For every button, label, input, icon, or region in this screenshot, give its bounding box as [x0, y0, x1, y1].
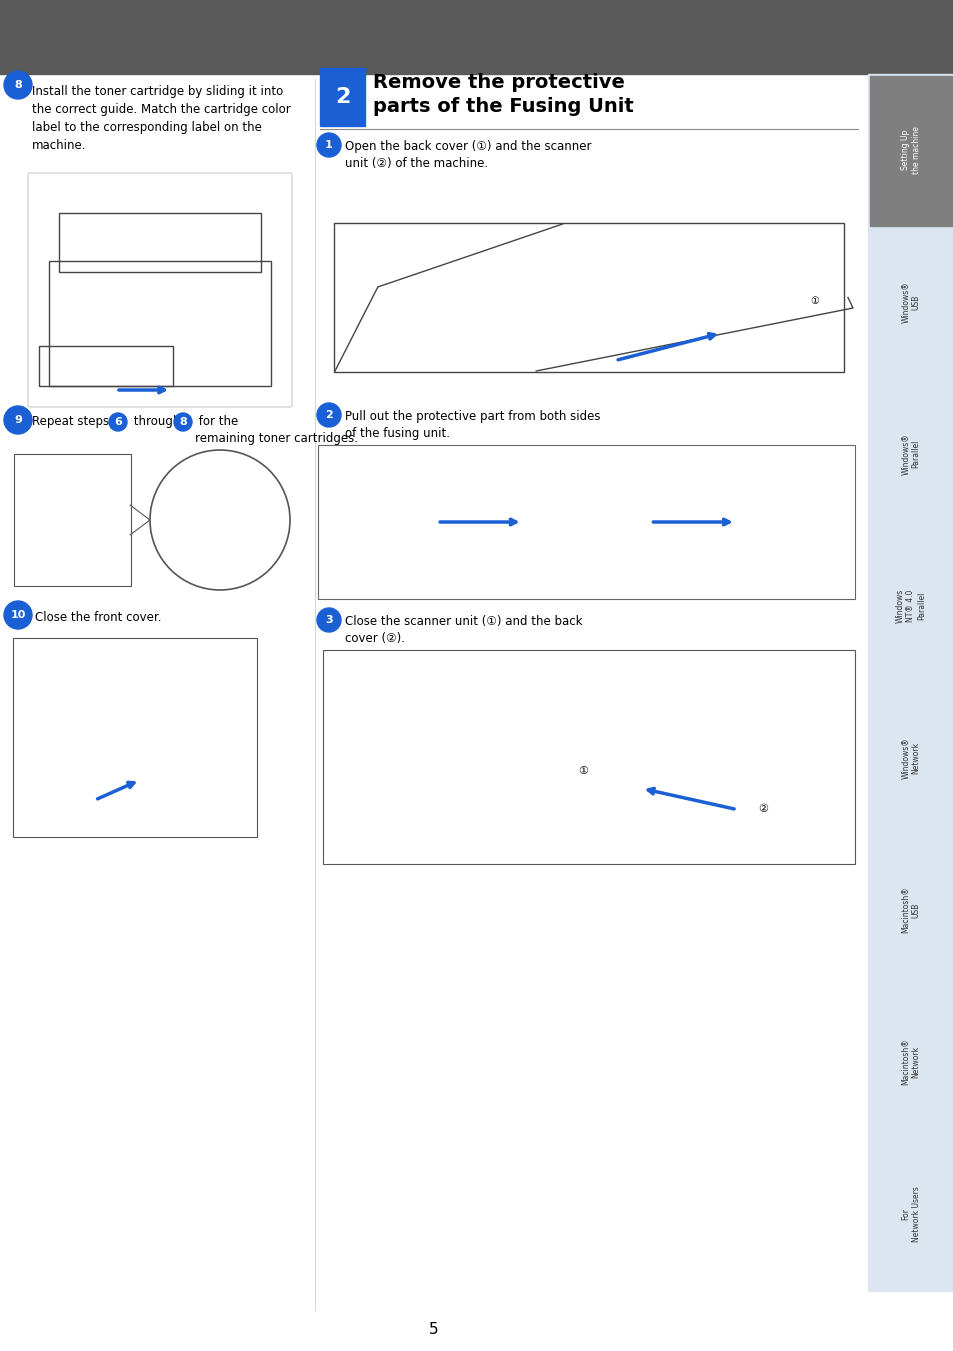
Circle shape	[173, 413, 192, 431]
Text: Close the scanner unit (①) and the back
cover (②).: Close the scanner unit (①) and the back …	[345, 615, 582, 644]
Bar	[319, 68, 365, 126]
Text: Pull out the protective part from both sides
of the fusing unit.: Pull out the protective part from both s…	[345, 409, 599, 440]
Text: Macintosh®
Network: Macintosh® Network	[901, 1039, 920, 1085]
Text: Windows
NT® 4.0
Parallel: Windows NT® 4.0 Parallel	[895, 589, 925, 623]
Text: For
Network Users: For Network Users	[901, 1186, 920, 1242]
Text: 10: 10	[10, 611, 26, 620]
Text: Windows®
USB: Windows® USB	[901, 281, 920, 323]
Bar	[869, 228, 951, 378]
Text: Windows®
Network: Windows® Network	[901, 738, 920, 780]
Text: ①: ①	[578, 766, 588, 775]
Bar	[869, 836, 951, 986]
Circle shape	[109, 413, 127, 431]
Text: Macintosh®
USB: Macintosh® USB	[901, 886, 920, 934]
Text: 1: 1	[325, 141, 333, 150]
Bar	[869, 1140, 951, 1290]
Text: Close the front cover.: Close the front cover.	[35, 611, 161, 624]
Text: ①: ①	[810, 296, 819, 305]
Text: Repeat steps: Repeat steps	[32, 415, 112, 428]
Text: Install the toner cartridge by sliding it into
the correct guide. Match the cart: Install the toner cartridge by sliding i…	[32, 85, 291, 153]
Text: 8: 8	[14, 80, 22, 91]
Text: for the
remaining toner cartridges.: for the remaining toner cartridges.	[194, 415, 357, 444]
Bar	[869, 76, 951, 226]
Text: 8: 8	[179, 417, 187, 427]
Text: 2: 2	[325, 409, 333, 420]
Text: through: through	[130, 415, 184, 428]
Bar	[867, 74, 953, 1292]
Text: Windows®
Parallel: Windows® Parallel	[901, 434, 920, 474]
Bar	[0, 0, 953, 74]
Bar	[869, 380, 951, 530]
Circle shape	[4, 72, 32, 99]
Text: ②: ②	[758, 804, 767, 813]
Circle shape	[316, 132, 340, 157]
Circle shape	[316, 608, 340, 632]
Text: 9: 9	[14, 415, 22, 426]
Circle shape	[4, 407, 32, 434]
Circle shape	[4, 601, 32, 630]
Circle shape	[316, 403, 340, 427]
Bar	[869, 988, 951, 1138]
Text: 3: 3	[325, 615, 333, 626]
Text: Setting Up
the machine: Setting Up the machine	[901, 126, 920, 174]
Text: 2: 2	[335, 86, 350, 107]
Text: Open the back cover (①) and the scanner
unit (②) of the machine.: Open the back cover (①) and the scanner …	[345, 141, 591, 170]
Text: Remove the protective
parts of the Fusing Unit: Remove the protective parts of the Fusin…	[373, 73, 633, 115]
Bar	[869, 532, 951, 682]
Text: 5: 5	[429, 1323, 438, 1337]
Bar	[869, 684, 951, 834]
Text: 6: 6	[114, 417, 122, 427]
